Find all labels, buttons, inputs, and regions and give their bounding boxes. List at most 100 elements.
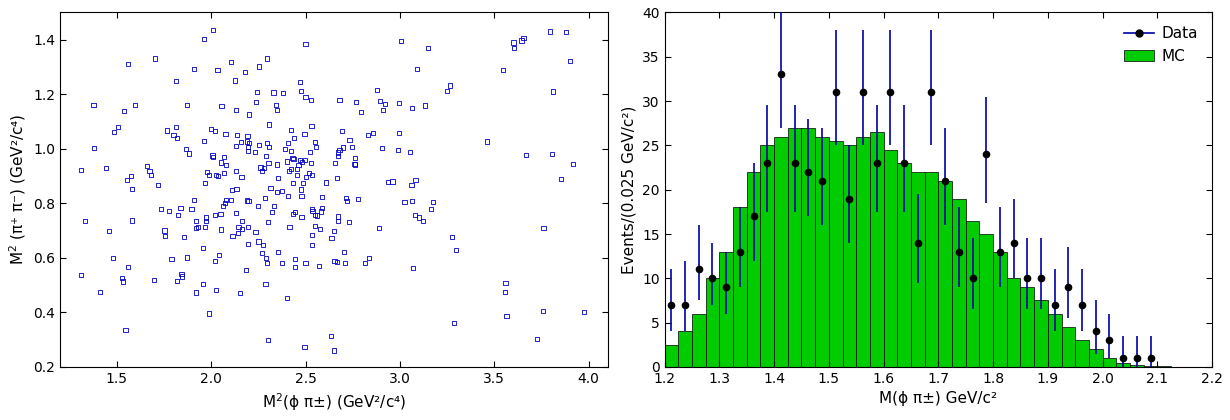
Point — [335, 249, 354, 255]
Point — [477, 138, 497, 145]
Bar — [979, 234, 993, 367]
Point — [196, 223, 215, 230]
Point — [205, 171, 225, 178]
Point — [268, 174, 288, 181]
Point — [212, 102, 231, 109]
Bar — [870, 132, 883, 367]
Bar — [966, 220, 979, 367]
Point — [172, 273, 192, 280]
Point — [229, 224, 248, 231]
Point — [199, 171, 219, 178]
Point — [172, 270, 192, 277]
Point — [203, 153, 223, 160]
Point — [310, 262, 330, 269]
Bar — [1061, 327, 1075, 367]
Point — [373, 145, 392, 152]
X-axis label: M(ϕ π±) GeV/c²: M(ϕ π±) GeV/c² — [879, 391, 998, 407]
Point — [312, 205, 332, 212]
Point — [239, 111, 258, 118]
Point — [226, 131, 246, 138]
Point — [267, 189, 287, 195]
Point — [328, 213, 348, 220]
Point — [288, 165, 308, 172]
Point — [416, 102, 435, 109]
Bar — [897, 163, 911, 367]
Bar — [706, 278, 720, 367]
Bar — [1034, 300, 1048, 367]
Point — [406, 177, 426, 184]
Point — [346, 98, 365, 105]
Point — [285, 263, 305, 270]
Point — [283, 211, 303, 218]
Point — [373, 107, 392, 113]
Point — [103, 255, 123, 261]
Point — [514, 34, 534, 41]
Point — [177, 254, 197, 261]
Point — [493, 66, 513, 73]
Point — [194, 36, 214, 42]
Point — [264, 203, 284, 210]
Bar — [802, 128, 815, 367]
Point — [406, 212, 426, 218]
Point — [325, 228, 344, 234]
Point — [267, 161, 287, 168]
Point — [497, 312, 517, 319]
Point — [225, 77, 245, 84]
Bar — [692, 314, 706, 367]
Point — [303, 205, 322, 212]
Point — [256, 255, 276, 261]
Point — [167, 278, 187, 284]
Point — [257, 55, 277, 62]
Point — [387, 147, 407, 153]
Bar — [1007, 278, 1021, 367]
Point — [246, 229, 266, 236]
Point — [303, 241, 322, 248]
Bar — [1130, 365, 1144, 367]
Point — [255, 165, 274, 171]
Point — [257, 139, 277, 146]
Point — [517, 151, 536, 158]
Point — [283, 155, 303, 161]
Point — [277, 295, 296, 302]
Point — [402, 197, 422, 204]
Point — [122, 186, 141, 192]
Point — [186, 289, 205, 296]
Point — [542, 150, 562, 157]
Point — [282, 127, 301, 134]
Point — [438, 88, 458, 94]
Point — [305, 138, 325, 145]
Point — [327, 175, 347, 181]
Point — [250, 142, 269, 148]
Point — [283, 180, 303, 186]
Point — [113, 278, 133, 285]
Point — [299, 170, 319, 177]
Point — [108, 123, 128, 130]
Point — [391, 37, 411, 44]
Bar — [760, 145, 774, 367]
Point — [223, 232, 242, 239]
Point — [418, 45, 438, 52]
Point — [240, 140, 260, 147]
Point — [258, 219, 278, 226]
Point — [301, 97, 321, 104]
Point — [193, 281, 213, 288]
Bar — [815, 136, 829, 367]
Point — [145, 55, 165, 62]
Point — [221, 197, 241, 204]
Point — [322, 235, 342, 242]
Point — [403, 265, 423, 271]
Point — [114, 108, 134, 114]
Point — [496, 279, 515, 286]
Point — [177, 145, 197, 152]
Point — [96, 164, 116, 171]
Point — [390, 100, 410, 107]
Point — [237, 197, 257, 204]
Point — [118, 263, 138, 270]
Point — [444, 320, 464, 326]
Bar — [1048, 314, 1061, 367]
Point — [197, 214, 216, 221]
Point — [256, 153, 276, 160]
Point — [303, 171, 322, 178]
Point — [90, 289, 109, 296]
Point — [533, 307, 552, 314]
